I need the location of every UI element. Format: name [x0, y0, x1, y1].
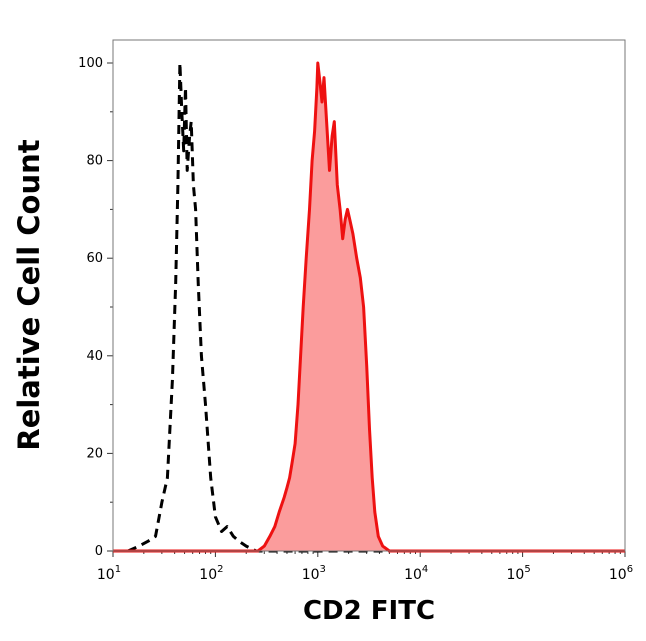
- y-tick-label: 60: [86, 251, 103, 266]
- y-tick-label: 80: [86, 154, 103, 169]
- y-tick-label: 20: [86, 446, 103, 461]
- series-fill-1: [113, 63, 625, 551]
- y-axis-label: Relative Cell Count: [12, 139, 46, 451]
- x-tick-label: 103: [302, 564, 326, 583]
- y-tick-label: 0: [95, 544, 103, 559]
- x-tick-label: 104: [404, 564, 428, 583]
- x-tick-labels: 101 102 103 104 105 106: [97, 564, 633, 583]
- series-line-0: [113, 61, 625, 553]
- series-line-1: [113, 61, 625, 553]
- y-tick-label: 100: [78, 56, 103, 71]
- y-tick-label: 40: [86, 349, 103, 364]
- x-tick-label: 101: [97, 564, 121, 583]
- plot-frame: [112, 39, 626, 552]
- x-tick-label: 102: [199, 564, 223, 583]
- series-layer: [113, 61, 625, 553]
- x-axis-label: CD2 FITC: [302, 596, 436, 626]
- x-tick-label: 105: [506, 564, 530, 583]
- y-tick-labels: 0 20 40 60 80 100: [78, 56, 103, 559]
- x-tick-label: 106: [609, 564, 633, 583]
